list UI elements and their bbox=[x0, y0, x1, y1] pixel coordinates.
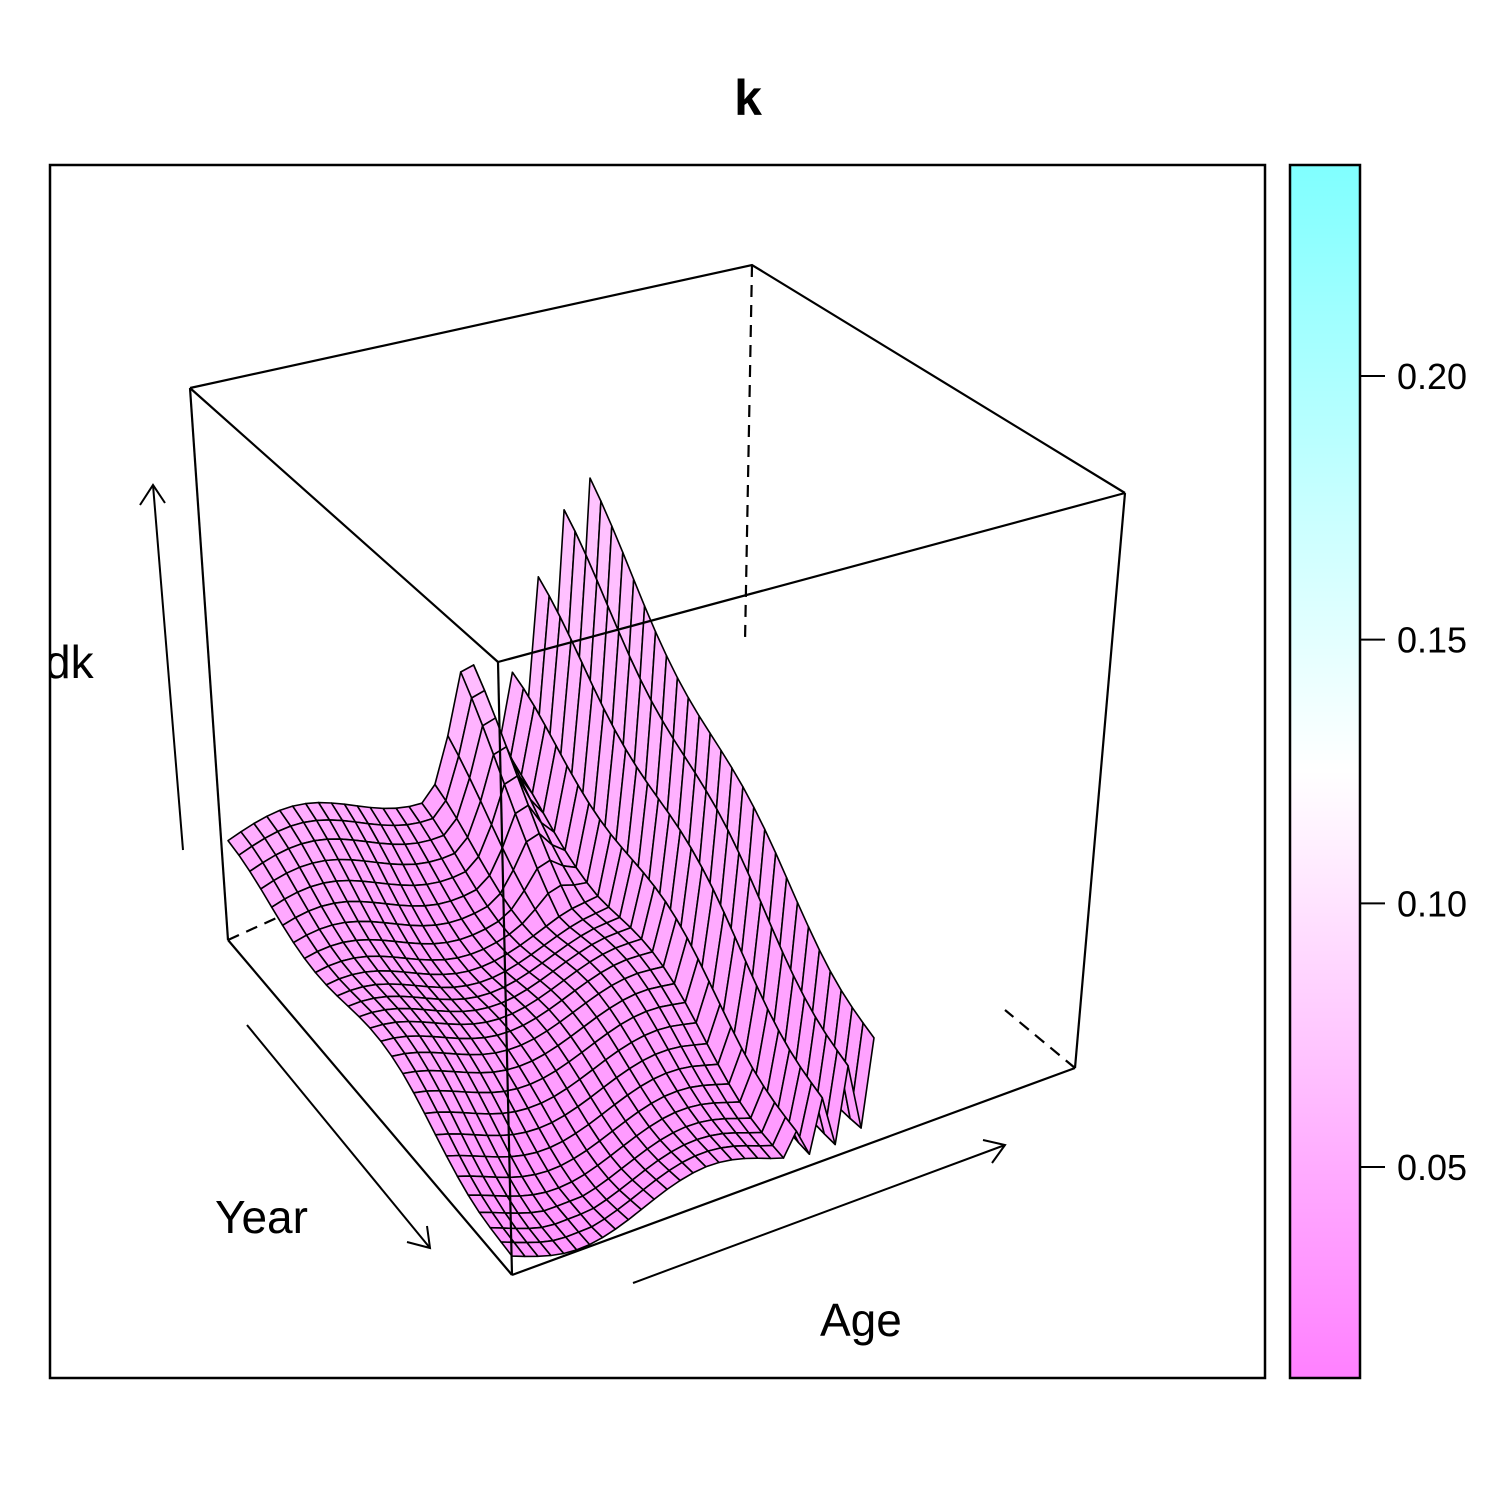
chart-title: k bbox=[734, 70, 762, 126]
color-key-tick-label: 0.10 bbox=[1397, 883, 1467, 924]
color-key-tick-label: 0.20 bbox=[1397, 356, 1467, 397]
color-key-tick-label: 0.05 bbox=[1397, 1147, 1467, 1188]
box-back-edges bbox=[188, 263, 1127, 1069]
color-key-tick-label: 0.15 bbox=[1397, 620, 1467, 661]
plot-panel bbox=[48, 163, 1267, 1380]
x-axis-label: Age bbox=[820, 1294, 902, 1346]
surface-mesh bbox=[227, 477, 875, 1258]
surface-facet bbox=[500, 1241, 526, 1258]
z-axis-arrow bbox=[139, 483, 184, 851]
y-axis-arrow bbox=[246, 1024, 432, 1250]
x-axis-arrow bbox=[632, 1139, 1007, 1284]
color-key-bar bbox=[1288, 163, 1362, 1380]
color-key: 0.05 0.10 0.15 0.20 bbox=[1288, 163, 1467, 1380]
y-axis-label: Year bbox=[215, 1191, 308, 1243]
color-key-ticks: 0.05 0.10 0.15 0.20 bbox=[1360, 356, 1467, 1188]
box-front-edges bbox=[189, 387, 1126, 1277]
z-axis-label: dk bbox=[45, 636, 95, 688]
axis-arrows bbox=[139, 483, 1007, 1284]
